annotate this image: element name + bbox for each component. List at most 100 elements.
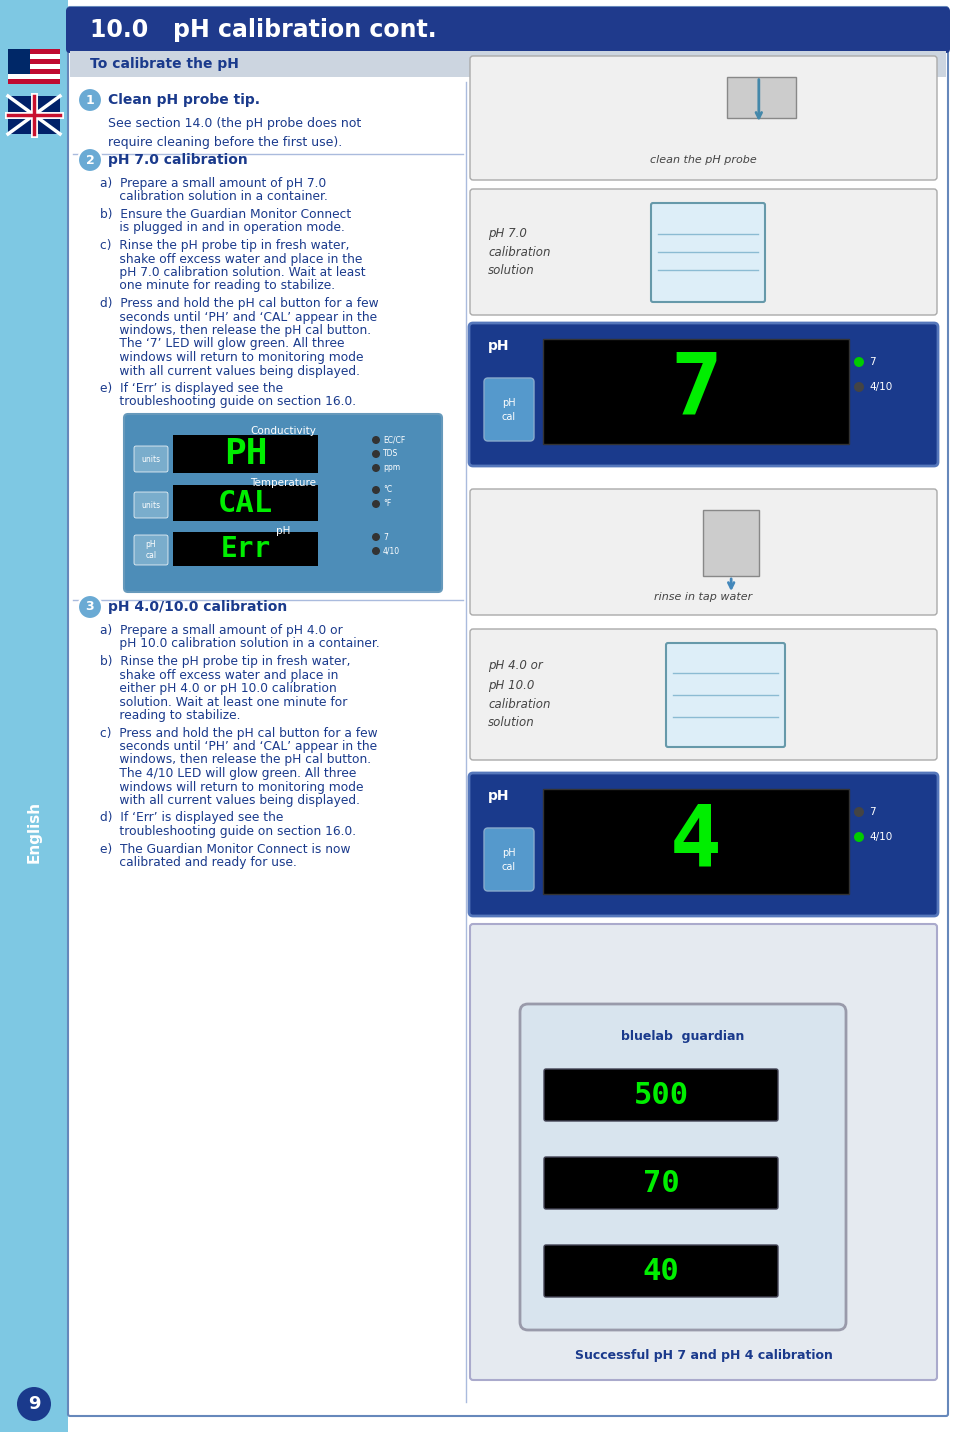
Circle shape xyxy=(78,596,102,619)
Bar xyxy=(8,64,60,69)
Text: e)  If ‘Err’ is displayed see the: e) If ‘Err’ is displayed see the xyxy=(100,382,283,395)
Circle shape xyxy=(853,382,863,392)
Text: windows, then release the pH cal button.: windows, then release the pH cal button. xyxy=(100,753,371,766)
Circle shape xyxy=(372,547,379,556)
Text: Conductivity: Conductivity xyxy=(250,425,315,435)
FancyBboxPatch shape xyxy=(665,643,784,748)
FancyBboxPatch shape xyxy=(66,7,949,53)
Text: 2: 2 xyxy=(86,153,94,166)
FancyBboxPatch shape xyxy=(68,7,947,1416)
FancyBboxPatch shape xyxy=(470,488,936,614)
Bar xyxy=(172,435,317,473)
Text: e)  The Guardian Monitor Connect is now: e) The Guardian Monitor Connect is now xyxy=(100,842,350,855)
Text: pH 4.0/10.0 calibration: pH 4.0/10.0 calibration xyxy=(108,600,287,614)
Text: Successful pH 7 and pH 4 calibration: Successful pH 7 and pH 4 calibration xyxy=(574,1349,832,1362)
Text: °C: °C xyxy=(382,485,392,494)
Text: The 4/10 LED will glow green. All three: The 4/10 LED will glow green. All three xyxy=(100,768,356,780)
Text: c)  Rinse the pH probe tip in fresh water,: c) Rinse the pH probe tip in fresh water… xyxy=(100,239,349,252)
Text: seconds until ‘PH’ and ‘CAL’ appear in the: seconds until ‘PH’ and ‘CAL’ appear in t… xyxy=(100,311,376,324)
FancyBboxPatch shape xyxy=(470,189,936,315)
Text: pH
cal: pH cal xyxy=(501,848,516,872)
Text: a)  Prepare a small amount of pH 7.0: a) Prepare a small amount of pH 7.0 xyxy=(100,178,326,190)
Bar xyxy=(8,49,30,74)
Text: Temperature: Temperature xyxy=(250,478,315,488)
Text: is plugged in and in operation mode.: is plugged in and in operation mode. xyxy=(100,222,345,235)
Bar xyxy=(8,79,60,84)
Bar xyxy=(8,59,60,64)
Text: 40: 40 xyxy=(642,1256,679,1286)
Text: CAL: CAL xyxy=(217,488,273,517)
Text: pH: pH xyxy=(488,339,509,354)
Text: TDS: TDS xyxy=(382,450,397,458)
Bar xyxy=(8,96,60,135)
Text: pH 4.0 or
pH 10.0
calibration
solution: pH 4.0 or pH 10.0 calibration solution xyxy=(488,660,550,729)
FancyBboxPatch shape xyxy=(650,203,764,302)
Text: units: units xyxy=(141,501,160,510)
FancyBboxPatch shape xyxy=(469,773,937,916)
Text: d)  Press and hold the pH cal button for a few: d) Press and hold the pH cal button for … xyxy=(100,296,378,309)
FancyBboxPatch shape xyxy=(469,324,937,465)
Text: pH
cal: pH cal xyxy=(145,540,156,560)
FancyBboxPatch shape xyxy=(124,414,441,591)
Text: 7: 7 xyxy=(382,533,388,541)
Text: pH 7.0 calibration: pH 7.0 calibration xyxy=(108,153,248,168)
Text: 4: 4 xyxy=(669,800,721,884)
Text: PH: PH xyxy=(224,437,267,471)
Circle shape xyxy=(853,808,863,818)
Bar xyxy=(8,74,60,79)
Text: one minute for reading to stabilize.: one minute for reading to stabilize. xyxy=(100,279,335,292)
Text: shake off excess water and place in: shake off excess water and place in xyxy=(100,669,338,682)
Text: 7: 7 xyxy=(669,349,721,432)
Text: 4/10: 4/10 xyxy=(868,832,891,842)
Text: pH 10.0 calibration solution in a container.: pH 10.0 calibration solution in a contai… xyxy=(100,637,379,650)
Text: pH
cal: pH cal xyxy=(501,398,516,421)
FancyBboxPatch shape xyxy=(470,924,936,1380)
Text: windows will return to monitoring mode: windows will return to monitoring mode xyxy=(100,351,363,364)
Text: 3: 3 xyxy=(86,600,94,613)
Text: b)  Ensure the Guardian Monitor Connect: b) Ensure the Guardian Monitor Connect xyxy=(100,208,351,221)
Circle shape xyxy=(372,450,379,458)
FancyBboxPatch shape xyxy=(543,1070,778,1121)
Text: solution. Wait at least one minute for: solution. Wait at least one minute for xyxy=(100,696,347,709)
FancyBboxPatch shape xyxy=(519,1004,845,1330)
FancyBboxPatch shape xyxy=(483,828,534,891)
Text: calibrated and ready for use.: calibrated and ready for use. xyxy=(100,856,296,869)
Text: shake off excess water and place in the: shake off excess water and place in the xyxy=(100,252,362,265)
Text: pH: pH xyxy=(488,789,509,803)
Text: units: units xyxy=(141,454,160,464)
Bar xyxy=(702,510,758,576)
Text: Clean pH probe tip.: Clean pH probe tip. xyxy=(108,93,260,107)
Text: EC/CF: EC/CF xyxy=(382,435,405,444)
Text: clean the pH probe: clean the pH probe xyxy=(649,155,756,165)
Text: a)  Prepare a small amount of pH 4.0 or: a) Prepare a small amount of pH 4.0 or xyxy=(100,624,342,637)
Text: windows, then release the pH cal button.: windows, then release the pH cal button. xyxy=(100,324,371,337)
FancyBboxPatch shape xyxy=(133,536,168,566)
Text: troubleshooting guide on section 16.0.: troubleshooting guide on section 16.0. xyxy=(100,395,355,408)
Text: 10.0   pH calibration cont.: 10.0 pH calibration cont. xyxy=(90,19,436,42)
Text: with all current values being displayed.: with all current values being displayed. xyxy=(100,365,359,378)
Circle shape xyxy=(78,147,102,172)
FancyBboxPatch shape xyxy=(543,1244,778,1297)
FancyBboxPatch shape xyxy=(483,378,534,441)
FancyBboxPatch shape xyxy=(470,56,936,180)
Text: 9: 9 xyxy=(28,1395,40,1413)
Bar xyxy=(542,789,848,894)
Circle shape xyxy=(372,500,379,508)
Bar xyxy=(8,54,60,59)
Text: To calibrate the pH: To calibrate the pH xyxy=(90,57,238,72)
Bar xyxy=(8,69,60,74)
Text: either pH 4.0 or pH 10.0 calibration: either pH 4.0 or pH 10.0 calibration xyxy=(100,682,336,695)
Bar xyxy=(172,485,317,521)
Text: reading to stabilize.: reading to stabilize. xyxy=(100,709,240,722)
Text: Err: Err xyxy=(220,536,271,563)
Text: 7: 7 xyxy=(868,357,875,367)
Circle shape xyxy=(372,485,379,494)
Circle shape xyxy=(372,464,379,473)
Text: d)  If ‘Err’ is displayed see the: d) If ‘Err’ is displayed see the xyxy=(100,812,283,825)
Text: calibration solution in a container.: calibration solution in a container. xyxy=(100,190,328,203)
Text: English: English xyxy=(27,800,42,863)
Text: pH 7.0 calibration solution. Wait at least: pH 7.0 calibration solution. Wait at lea… xyxy=(100,266,365,279)
Bar xyxy=(70,52,945,77)
FancyBboxPatch shape xyxy=(133,445,168,473)
Text: c)  Press and hold the pH cal button for a few: c) Press and hold the pH cal button for … xyxy=(100,726,377,739)
